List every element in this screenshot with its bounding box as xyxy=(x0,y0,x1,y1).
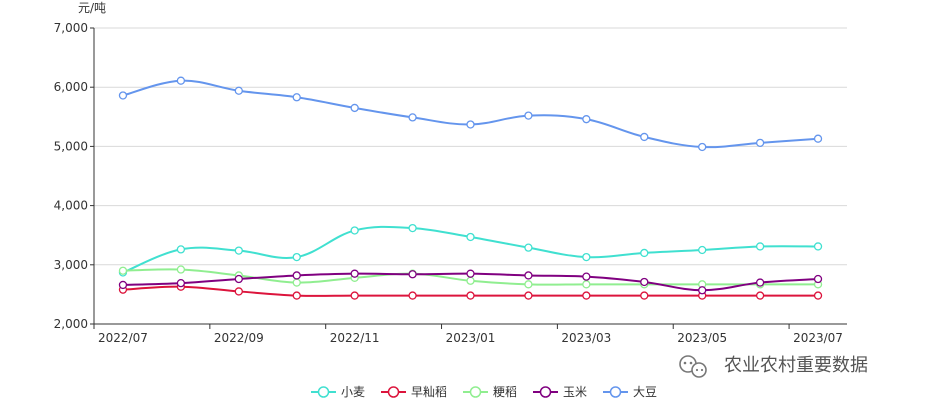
legend-label: 粳稻 xyxy=(493,385,517,399)
y-tick-label: 5,000 xyxy=(54,139,88,153)
y-tick-label: 4,000 xyxy=(54,199,88,213)
data-point[interactable] xyxy=(813,291,823,300)
data-point[interactable] xyxy=(755,138,765,147)
data-point[interactable] xyxy=(292,93,301,102)
legend-label: 玉米 xyxy=(563,385,587,399)
data-point[interactable] xyxy=(234,274,243,284)
x-tick-label: 2023/01 xyxy=(446,331,496,345)
data-point[interactable] xyxy=(813,274,823,284)
data-point[interactable] xyxy=(698,286,707,295)
y-tick-label: 2,000 xyxy=(54,317,88,331)
data-point[interactable] xyxy=(176,279,186,288)
y-axis-tick-labels: 2,000 3,000 4,000 5,000 6,000 7,000 xyxy=(54,21,88,331)
data-point[interactable] xyxy=(755,278,765,287)
data-point[interactable] xyxy=(524,243,533,252)
wechat-official-account-icon xyxy=(679,355,707,378)
data-point[interactable] xyxy=(234,86,243,95)
data-point[interactable] xyxy=(118,91,128,100)
data-point[interactable] xyxy=(176,265,186,274)
data-point[interactable] xyxy=(755,291,765,300)
data-point[interactable] xyxy=(118,280,128,290)
x-tick-label: 2023/05 xyxy=(677,331,727,345)
data-point[interactable] xyxy=(176,76,186,85)
legend-label: 早籼稻 xyxy=(411,385,447,399)
y-tick-label: 6,000 xyxy=(54,80,88,94)
legend-item-大豆[interactable]: 大豆 xyxy=(603,385,657,399)
data-point[interactable] xyxy=(813,242,823,251)
data-point[interactable] xyxy=(292,291,301,300)
data-point[interactable] xyxy=(640,248,649,258)
data-point[interactable] xyxy=(176,245,186,254)
data-point[interactable] xyxy=(350,269,359,278)
legend-item-粳稻[interactable]: 粳稻 xyxy=(463,385,517,399)
watermark: 农业农村重要数据 xyxy=(679,355,868,378)
data-point[interactable] xyxy=(234,246,243,255)
x-axis-tick-labels: 2022/07 2022/09 2022/11 2023/01 2023/03 2023/… xyxy=(98,331,843,345)
series-lines xyxy=(122,79,819,297)
data-point[interactable] xyxy=(524,111,533,120)
x-tick-label: 2022/09 xyxy=(214,331,264,345)
data-point[interactable] xyxy=(408,270,417,279)
legend-marker xyxy=(387,386,400,398)
series-line-大豆 xyxy=(122,79,819,149)
data-point[interactable] xyxy=(350,226,359,235)
data-point[interactable] xyxy=(582,115,591,124)
x-tick-label: 2023/03 xyxy=(561,331,611,345)
x-tick-label: 2023/07 xyxy=(793,331,843,345)
data-point[interactable] xyxy=(640,277,649,287)
data-point[interactable] xyxy=(640,291,649,300)
y-tick-label: 7,000 xyxy=(54,21,88,35)
legend-marker xyxy=(317,386,330,398)
legend: 小麦 早籼稻 粳稻 玉米 大豆 xyxy=(311,385,657,399)
legend-item-早籼稻[interactable]: 早籼稻 xyxy=(381,385,447,399)
x-tick-label: 2022/11 xyxy=(330,331,380,345)
legend-marker xyxy=(609,386,622,398)
data-point[interactable] xyxy=(292,252,301,262)
legend-item-玉米[interactable]: 玉米 xyxy=(533,385,587,399)
data-point[interactable] xyxy=(118,266,128,275)
data-point[interactable] xyxy=(582,291,591,300)
data-points xyxy=(118,76,823,300)
data-point[interactable] xyxy=(466,276,475,285)
y-tick-label: 3,000 xyxy=(54,258,88,272)
legend-label: 大豆 xyxy=(633,385,657,399)
data-point[interactable] xyxy=(524,291,533,300)
legend-label: 小麦 xyxy=(341,385,365,399)
data-point[interactable] xyxy=(524,280,533,289)
y-axis-unit-label: 元/吨 xyxy=(78,1,106,15)
data-point[interactable] xyxy=(582,280,591,289)
data-point[interactable] xyxy=(292,271,301,280)
data-point[interactable] xyxy=(755,242,765,251)
legend-item-小麦[interactable]: 小麦 xyxy=(311,385,365,399)
data-point[interactable] xyxy=(466,291,475,300)
axes xyxy=(90,27,847,329)
legend-marker xyxy=(469,386,482,398)
data-point[interactable] xyxy=(292,278,301,287)
data-point[interactable] xyxy=(698,245,707,255)
data-point[interactable] xyxy=(640,132,649,142)
data-point[interactable] xyxy=(466,120,475,129)
data-point[interactable] xyxy=(698,142,707,152)
data-point[interactable] xyxy=(408,113,417,122)
watermark-text: 农业农村重要数据 xyxy=(724,355,868,376)
data-point[interactable] xyxy=(350,291,359,300)
data-point[interactable] xyxy=(813,134,823,143)
data-point[interactable] xyxy=(466,269,475,278)
data-point[interactable] xyxy=(350,103,359,113)
x-tick-label: 2022/07 xyxy=(98,331,148,345)
data-point[interactable] xyxy=(408,291,417,300)
legend-marker xyxy=(539,386,552,398)
data-point[interactable] xyxy=(234,287,243,296)
data-point[interactable] xyxy=(524,271,533,280)
data-point[interactable] xyxy=(582,272,591,281)
data-point[interactable] xyxy=(408,223,417,233)
data-point[interactable] xyxy=(466,232,475,242)
data-point[interactable] xyxy=(582,252,591,262)
